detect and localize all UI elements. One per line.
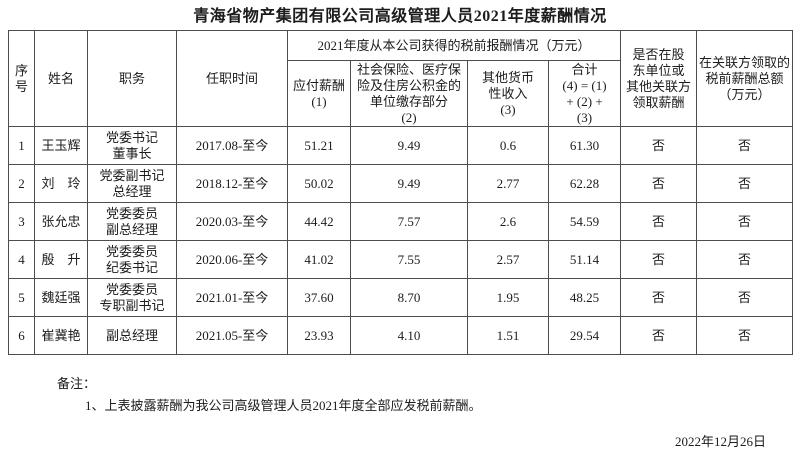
cell-other-income: 2.77 <box>467 164 549 204</box>
table-row: 6 崔冀艳 副总经理 2021.05-至今 23.93 4.10 1.51 29… <box>8 316 794 356</box>
cell-other-income: 2.57 <box>467 240 549 280</box>
cell-shareholder: 否 <box>620 126 698 166</box>
cell-insurance: 9.49 <box>350 126 468 166</box>
cell-position: 党委委员 副总经理 <box>87 202 177 242</box>
cell-total: 54.59 <box>547 202 622 242</box>
cell-insurance: 4.10 <box>350 316 468 356</box>
cell-seq: 1 <box>8 126 35 166</box>
header-tenure: 任职时间 <box>176 29 288 128</box>
remarks-section: 备注： 1、上表披露薪酬为我公司高级管理人员2021年度全部应发税前薪酬。 <box>0 373 800 414</box>
cell-insurance: 7.57 <box>350 202 468 242</box>
header-shareholder: 是否在股 东单位或 其他关联方 领取薪酬 <box>620 29 698 128</box>
cell-related: 否 <box>696 278 794 318</box>
cell-shareholder: 否 <box>620 240 698 280</box>
header-other-income: 其他货币 性收入 (3) <box>467 59 549 128</box>
cell-position: 党委委员 专职副书记 <box>87 278 177 318</box>
cell-payable: 23.93 <box>287 316 351 356</box>
cell-other-income: 0.6 <box>467 126 549 166</box>
header-seq: 序 号 <box>8 29 35 128</box>
cell-related: 否 <box>696 164 794 204</box>
header-position: 职务 <box>87 29 177 128</box>
header-row-sub: 应付薪酬 (1) 社会保险、医疗保 险及住房公积金的 单位缴存部分 (2) 其他… <box>9 59 793 128</box>
cell-total: 61.30 <box>547 126 622 166</box>
table-row: 1 王玉辉 党委书记 董事长 2017.08-至今 51.21 9.49 0.6… <box>8 126 794 166</box>
header-row-group: 序 号 姓名 职务 任职时间 2021年度从本公司获得的税前报酬情况（万元） 是… <box>8 29 794 128</box>
page-title: 青海省物产集团有限公司高级管理人员2021年度薪酬情况 <box>193 8 607 25</box>
cell-payable: 50.02 <box>287 164 351 204</box>
cell-position: 党委委员 纪委书记 <box>87 240 177 280</box>
cell-name: 殷 升 <box>34 240 88 280</box>
header-name: 姓名 <box>34 29 88 128</box>
cell-position: 党委书记 董事长 <box>87 126 177 166</box>
cell-name: 魏廷强 <box>34 278 88 318</box>
cell-seq: 5 <box>8 278 35 318</box>
cell-name: 王玉辉 <box>34 126 88 166</box>
cell-shareholder: 否 <box>620 316 698 356</box>
cell-shareholder: 否 <box>620 164 698 204</box>
cell-name: 刘 玲 <box>34 164 88 204</box>
remark-item-1: 1、上表披露薪酬为我公司高级管理人员2021年度全部应发税前薪酬。 <box>85 398 482 414</box>
header-total: 合计 (4) = (1) + (2) + (3) <box>547 59 622 128</box>
cell-other-income: 1.95 <box>467 278 549 318</box>
header-payable: 应付薪酬 (1) <box>287 59 351 128</box>
cell-payable: 37.60 <box>287 278 351 318</box>
cell-shareholder: 否 <box>620 278 698 318</box>
cell-other-income: 2.6 <box>467 202 549 242</box>
cell-total: 62.28 <box>547 164 622 204</box>
cell-other-income: 1.51 <box>467 316 549 356</box>
cell-payable: 41.02 <box>287 240 351 280</box>
cell-name: 崔冀艳 <box>34 316 88 356</box>
cell-tenure: 2021.01-至今 <box>176 278 288 318</box>
cell-insurance: 7.55 <box>350 240 468 280</box>
cell-tenure: 2020.03-至今 <box>176 202 288 242</box>
cell-tenure: 2017.08-至今 <box>176 126 288 166</box>
table-row: 3 张允忠 党委委员 副总经理 2020.03-至今 44.42 7.57 2.… <box>8 202 794 242</box>
cell-related: 否 <box>696 316 794 356</box>
cell-seq: 4 <box>8 240 35 280</box>
cell-seq: 2 <box>8 164 35 204</box>
table-row: 4 殷 升 党委委员 纪委书记 2020.06-至今 41.02 7.55 2.… <box>8 240 794 280</box>
table-row: 5 魏廷强 党委委员 专职副书记 2021.01-至今 37.60 8.70 1… <box>8 278 794 318</box>
cell-total: 51.14 <box>547 240 622 280</box>
cell-position: 副总经理 <box>87 316 177 356</box>
cell-related: 否 <box>696 240 794 280</box>
cell-insurance: 8.70 <box>350 278 468 318</box>
cell-tenure: 2021.05-至今 <box>176 316 288 356</box>
cell-total: 29.54 <box>547 316 622 356</box>
remarks-label: 备注： <box>57 376 97 392</box>
cell-related: 否 <box>696 126 794 166</box>
cell-seq: 6 <box>8 316 35 356</box>
cell-payable: 51.21 <box>287 126 351 166</box>
header-related: 在关联方领取的 税前薪酬总额 （万元） <box>696 29 794 128</box>
document-date: 2022年12月26日 <box>674 434 766 450</box>
cell-position: 党委副书记 总经理 <box>87 164 177 204</box>
cell-tenure: 2020.06-至今 <box>176 240 288 280</box>
header-insurance: 社会保险、医疗保 险及住房公积金的 单位缴存部分 (2) <box>350 59 468 128</box>
cell-payable: 44.42 <box>287 202 351 242</box>
salary-table: 序 号 姓名 职务 任职时间 2021年度从本公司获得的税前报酬情况（万元） 是… <box>8 29 794 356</box>
cell-seq: 3 <box>8 202 35 242</box>
cell-name: 张允忠 <box>34 202 88 242</box>
header-compensation-group: 2021年度从本公司获得的税前报酬情况（万元） <box>286 30 622 61</box>
cell-shareholder: 否 <box>620 202 698 242</box>
cell-related: 否 <box>696 202 794 242</box>
cell-total: 48.25 <box>547 278 622 318</box>
cell-insurance: 9.49 <box>350 164 468 204</box>
cell-tenure: 2018.12-至今 <box>176 164 288 204</box>
table-row: 2 刘 玲 党委副书记 总经理 2018.12-至今 50.02 9.49 2.… <box>8 164 794 204</box>
